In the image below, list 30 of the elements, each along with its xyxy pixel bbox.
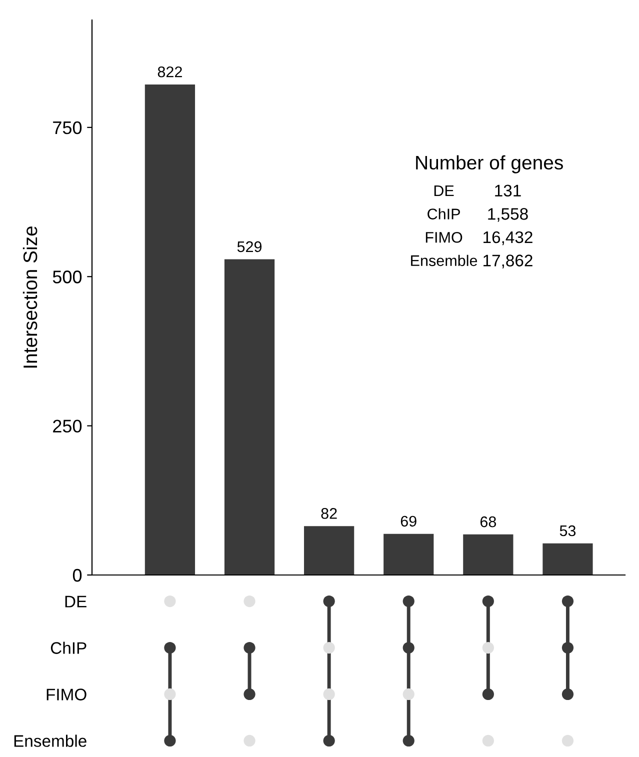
data-label: 68 bbox=[480, 516, 496, 528]
data-label: 822 bbox=[158, 66, 182, 78]
bar bbox=[304, 526, 354, 575]
bar bbox=[384, 534, 434, 575]
category-label: ChIP bbox=[50, 642, 86, 654]
bar bbox=[542, 543, 593, 575]
annotation: Number of genes bbox=[416, 155, 563, 174]
y-tick-label: 500 bbox=[52, 270, 82, 284]
annotation: 131 bbox=[495, 184, 521, 197]
data-label: 82 bbox=[321, 508, 337, 519]
bar bbox=[224, 259, 275, 575]
y-tick-label: 750 bbox=[53, 121, 82, 134]
bar bbox=[463, 534, 514, 575]
data-label: 53 bbox=[560, 525, 576, 536]
category-label: FIMO bbox=[46, 688, 86, 700]
bar bbox=[144, 84, 196, 575]
annotation: Ensemble bbox=[411, 254, 478, 266]
annotation: 1,558 bbox=[488, 208, 528, 222]
y-tick-label: 250 bbox=[53, 420, 82, 433]
category-label: Ensemble bbox=[14, 734, 86, 747]
y-tick-label: 0 bbox=[72, 568, 82, 582]
annotation: ChIP bbox=[428, 208, 460, 220]
data-label: 529 bbox=[237, 241, 262, 252]
annotation: 16,432 bbox=[484, 231, 532, 246]
annotation: 17,862 bbox=[484, 254, 532, 268]
category-label: DE bbox=[65, 596, 86, 608]
annotation: FIMO bbox=[426, 232, 462, 243]
data-label: 69 bbox=[400, 516, 416, 527]
y-axis-title: Intersection Size bbox=[22, 226, 38, 368]
annotation: DE bbox=[434, 185, 454, 196]
